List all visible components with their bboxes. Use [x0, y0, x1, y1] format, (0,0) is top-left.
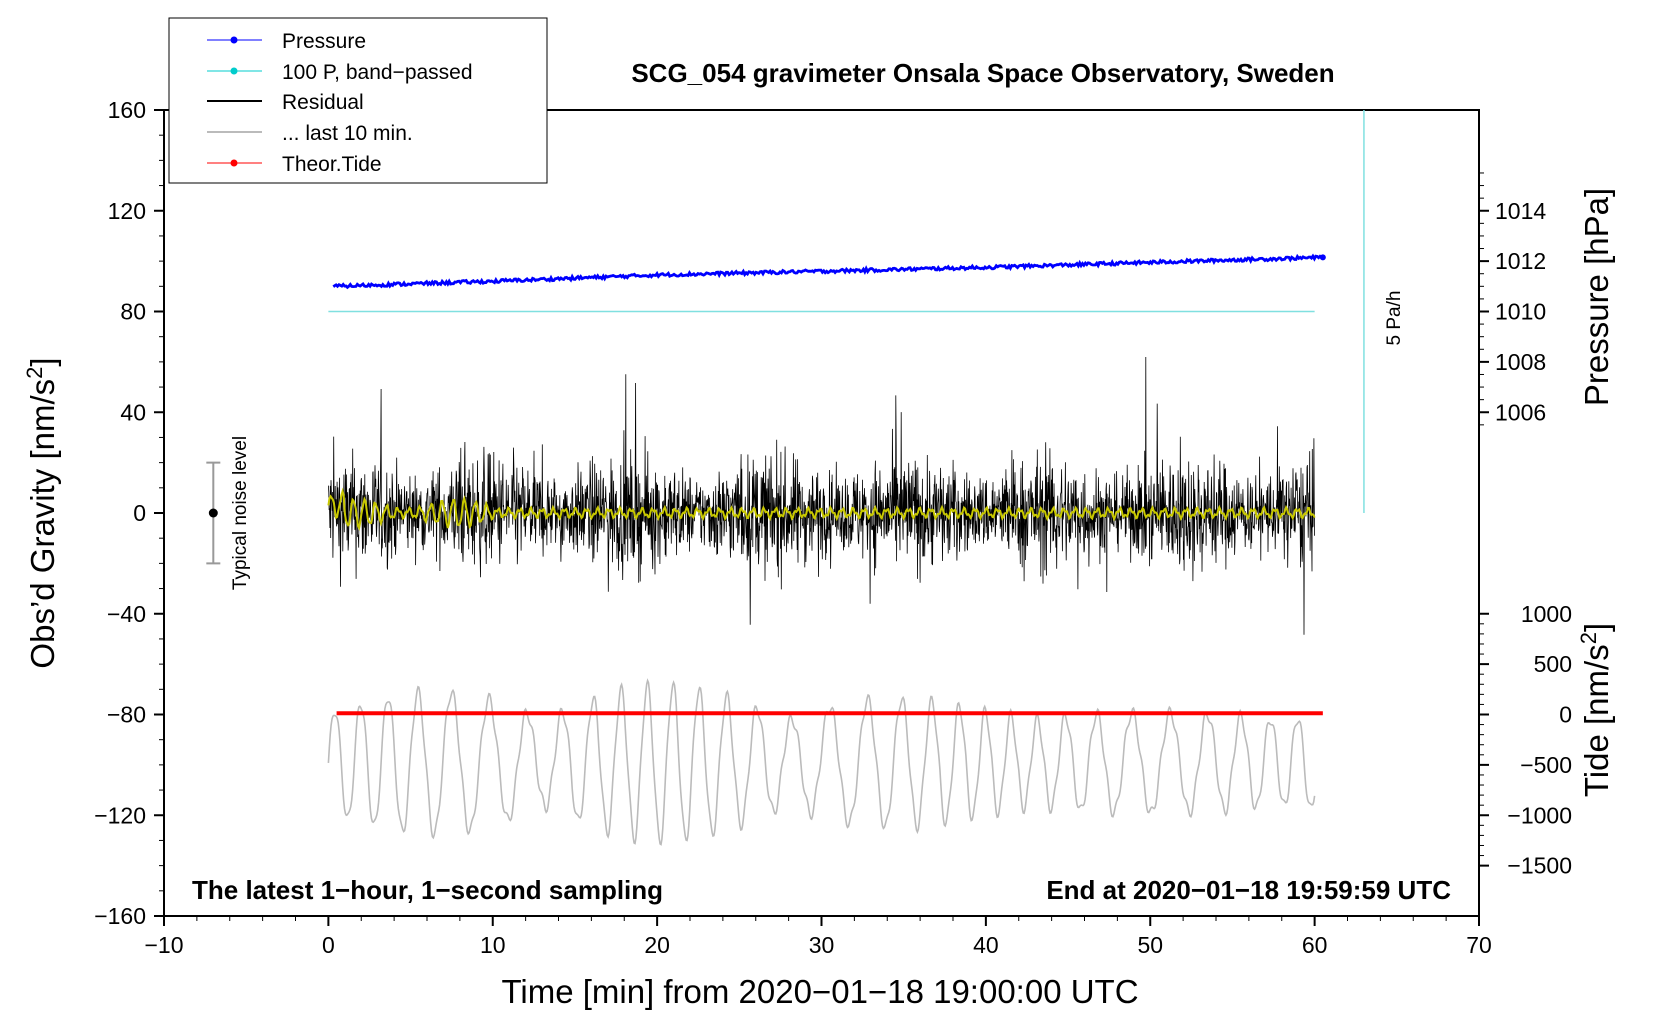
pressure-tick-label: 1010 [1495, 299, 1546, 325]
pressure-line [332, 253, 1324, 290]
x-tick-label: 40 [973, 932, 999, 958]
last-10-min-series [327, 678, 1316, 846]
y-tick-label: −160 [94, 903, 146, 929]
legend-item-residual: Residual [207, 91, 364, 114]
svg-text:Pressure: Pressure [282, 30, 366, 53]
noise-bar-center [208, 508, 218, 518]
legend-item-theor-tide: Theor.Tide [207, 153, 382, 176]
x-axis-label: Time [min] from 2020−01−18 19:00:00 UTC [501, 973, 1138, 1010]
residual-series [328, 356, 1315, 635]
noise-level-bar [206, 461, 221, 565]
y-tick-label: 0 [133, 500, 146, 526]
y-tick-label: −120 [94, 802, 146, 828]
x-tick-label: 30 [809, 932, 835, 958]
x-tick-label: 10 [480, 932, 506, 958]
y-tick-label: 40 [120, 399, 146, 425]
tide-axis-label: Tide [nm/s2] [1576, 623, 1615, 797]
x-axis-ticks: −10 0 10 20 30 40 50 60 70 [144, 916, 1492, 958]
y-tick-label: −40 [107, 601, 146, 627]
pressure-tick-label: 1014 [1495, 198, 1546, 224]
sampling-note: The latest 1−hour, 1−second sampling [192, 875, 663, 905]
legend-item-band-passed: 100 P, band−passed [207, 61, 473, 84]
tide-tick-label: 0 [1559, 702, 1572, 728]
x-tick-label: 20 [644, 932, 670, 958]
pressure-tick-label: 1008 [1495, 349, 1546, 375]
residual-line [328, 356, 1315, 635]
legend-item-last-10-min: ... last 10 min. [207, 122, 413, 145]
pressure-tick-label: 1006 [1495, 399, 1546, 425]
noise-level-label: Typical noise level [230, 436, 251, 590]
pressure-end-point [1319, 254, 1326, 261]
pressure-rate-label: 5 Pa/h [1384, 291, 1405, 346]
y-axis-ticks: 160 120 80 40 0 −40 −80 −120 −160 [94, 97, 164, 929]
svg-text:100 P, band−passed: 100 P, band−passed [282, 61, 473, 84]
y-tick-label: 160 [108, 97, 146, 123]
y-tick-label: 120 [108, 198, 146, 224]
lowpass-residual-line [327, 487, 1316, 532]
svg-text:... last 10 min.: ... last 10 min. [282, 122, 413, 145]
y-tick-label: 80 [120, 299, 146, 325]
svg-text:Theor.Tide: Theor.Tide [282, 153, 382, 176]
legend: Pressure 100 P, band−passed Residual ...… [168, 17, 548, 184]
tide-tick-label: −500 [1520, 752, 1572, 778]
y-axis-label: Obs’d Gravity [nm/s2] [22, 357, 61, 668]
tide-axis-ticks: 1000 500 0 −500 −1000 −1500 [1479, 601, 1572, 879]
x-tick-label: 70 [1466, 932, 1492, 958]
chart-title: SCG_054 gravimeter Onsala Space Observat… [631, 58, 1334, 88]
legend-item-pressure: Pressure [207, 30, 366, 53]
svg-text:Residual: Residual [282, 91, 364, 114]
pressure-axis-ticks: 1014 1012 1010 1008 1006 [1479, 172, 1546, 426]
last-10-min-line [327, 678, 1316, 846]
tide-tick-label: 500 [1534, 651, 1572, 677]
pressure-axis-label: Pressure [hPa] [1578, 188, 1615, 406]
x-tick-label: 50 [1137, 932, 1163, 958]
x-tick-label: 0 [322, 932, 335, 958]
pressure-tick-label: 1012 [1495, 248, 1546, 274]
tide-tick-label: 1000 [1521, 601, 1572, 627]
x-tick-label: −10 [144, 932, 183, 958]
y-tick-label: −80 [107, 702, 146, 728]
tide-tick-label: −1000 [1507, 802, 1572, 828]
tide-tick-label: −1500 [1507, 853, 1572, 879]
lowpass-residual-series [327, 487, 1316, 532]
x-tick-label: 60 [1302, 932, 1328, 958]
end-time-note: End at 2020−01−18 19:59:59 UTC [1046, 875, 1451, 905]
pressure-series [332, 253, 1326, 290]
